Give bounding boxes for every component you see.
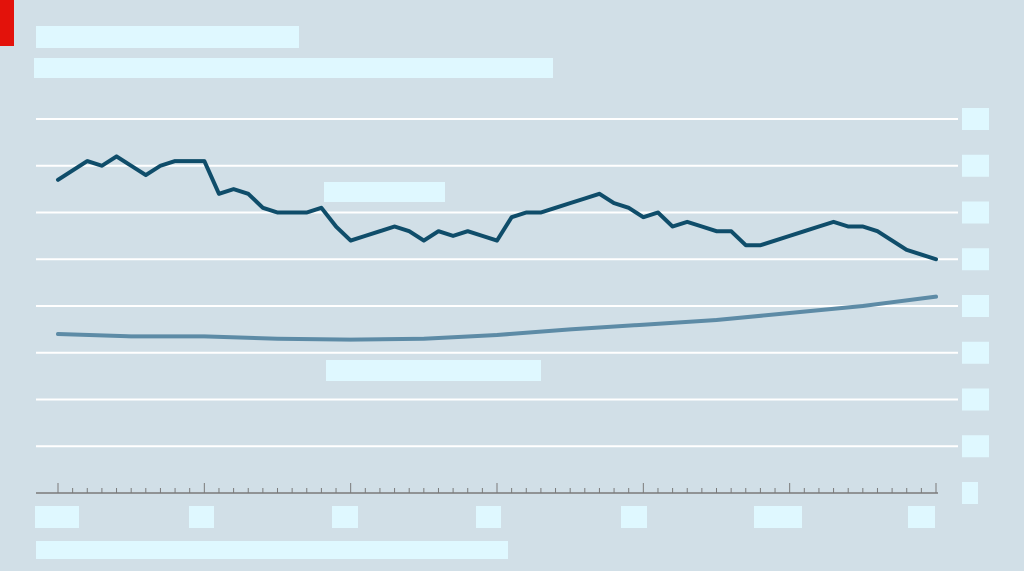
x-tick-label-box xyxy=(908,506,935,528)
y-tick-label-box xyxy=(962,201,989,224)
y-axis-ticks xyxy=(962,108,989,504)
x-tick-label-box xyxy=(754,506,802,528)
x-tick-label-box xyxy=(476,506,501,528)
series-line-1 xyxy=(56,154,938,262)
y-tick-label-box xyxy=(962,154,989,177)
series-line-2 xyxy=(56,294,938,342)
y-tick-label-box xyxy=(962,435,989,458)
source-note xyxy=(36,541,508,559)
y-tick-label-box xyxy=(962,388,989,411)
y-tick-label-box xyxy=(962,482,978,504)
x-tick-label-box xyxy=(332,506,358,528)
x-axis xyxy=(35,483,938,528)
chart-subtitle xyxy=(34,58,553,78)
chart-title xyxy=(36,26,299,48)
x-tick-label-box xyxy=(189,506,214,528)
series-label-1 xyxy=(324,182,445,202)
x-tick-label-box xyxy=(621,506,647,528)
y-tick-label-box xyxy=(962,248,989,271)
y-tick-label-box xyxy=(962,295,989,317)
series-label-2 xyxy=(326,360,541,381)
x-tick-label-box xyxy=(35,506,79,528)
y-tick-label-box xyxy=(962,341,989,364)
brand-accent-tag xyxy=(0,0,14,46)
data-series xyxy=(56,154,938,342)
grid-lines xyxy=(36,118,958,448)
y-tick-label-box xyxy=(962,108,989,130)
